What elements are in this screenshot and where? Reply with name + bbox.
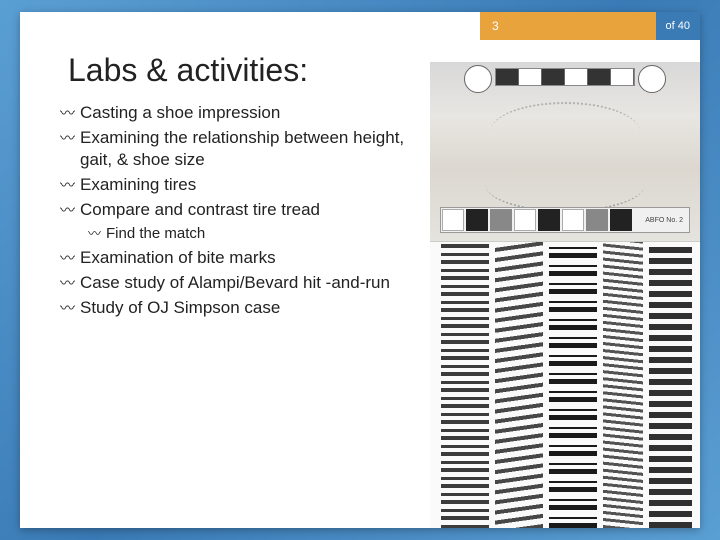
bullet-icon: 〰 xyxy=(60,127,80,171)
bullet-text: Examining tires xyxy=(80,174,430,196)
bullet-icon: 〰 xyxy=(60,297,80,319)
list-item: 〰 Examining tires xyxy=(60,174,430,196)
tread-pattern xyxy=(495,242,544,528)
bullet-text: Examining the relationship between heigh… xyxy=(80,127,430,171)
bullet-list: 〰 Casting a shoe impression 〰 Examining … xyxy=(60,102,430,322)
ruler-label: ABFO No. 2 xyxy=(645,217,683,224)
bullet-text: Find the match xyxy=(106,224,430,244)
bullet-icon: 〰 xyxy=(60,199,80,221)
list-sub-item: 〰 Find the match xyxy=(88,224,430,244)
slide-title: Labs & activities: xyxy=(68,52,308,89)
bite-arc-upper xyxy=(490,102,640,162)
page-total: of 40 xyxy=(656,12,700,40)
header-bar: 3 of 40 xyxy=(480,12,700,40)
tread-pattern xyxy=(549,242,598,528)
tread-pattern xyxy=(603,242,644,528)
bullet-text: Examination of bite marks xyxy=(80,247,430,269)
bullet-icon: 〰 xyxy=(60,247,80,269)
image-panel: ABFO No. 2 xyxy=(430,62,700,528)
list-item: 〰 Case study of Alampi/Bevard hit -and-r… xyxy=(60,272,430,294)
slide-container: 3 of 40 Labs & activities: 〰 Casting a s… xyxy=(20,12,700,528)
bullet-text: Case study of Alampi/Bevard hit -and-run xyxy=(80,272,430,294)
tread-pattern xyxy=(649,242,692,528)
tread-pattern xyxy=(441,242,490,528)
list-item: 〰 Examination of bite marks xyxy=(60,247,430,269)
bullet-icon: 〰 xyxy=(60,272,80,294)
bullet-text: Study of OJ Simpson case xyxy=(80,297,430,319)
bite-mark-image: ABFO No. 2 xyxy=(430,62,700,242)
bullet-text: Casting a shoe impression xyxy=(80,102,430,124)
page-number: 3 xyxy=(480,19,656,33)
forensic-ruler-bottom: ABFO No. 2 xyxy=(440,207,690,233)
tire-tread-image xyxy=(430,242,700,528)
bullet-icon: 〰 xyxy=(60,174,80,196)
bullet-icon: 〰 xyxy=(60,102,80,124)
bullet-text: Compare and contrast tire tread xyxy=(80,199,430,221)
bullet-icon: 〰 xyxy=(88,224,106,244)
list-item: 〰 Casting a shoe impression xyxy=(60,102,430,124)
list-item: 〰 Compare and contrast tire tread xyxy=(60,199,430,221)
bite-arc-lower xyxy=(485,157,645,212)
forensic-ruler-top xyxy=(495,68,635,86)
list-item: 〰 Examining the relationship between hei… xyxy=(60,127,430,171)
list-item: 〰 Study of OJ Simpson case xyxy=(60,297,430,319)
